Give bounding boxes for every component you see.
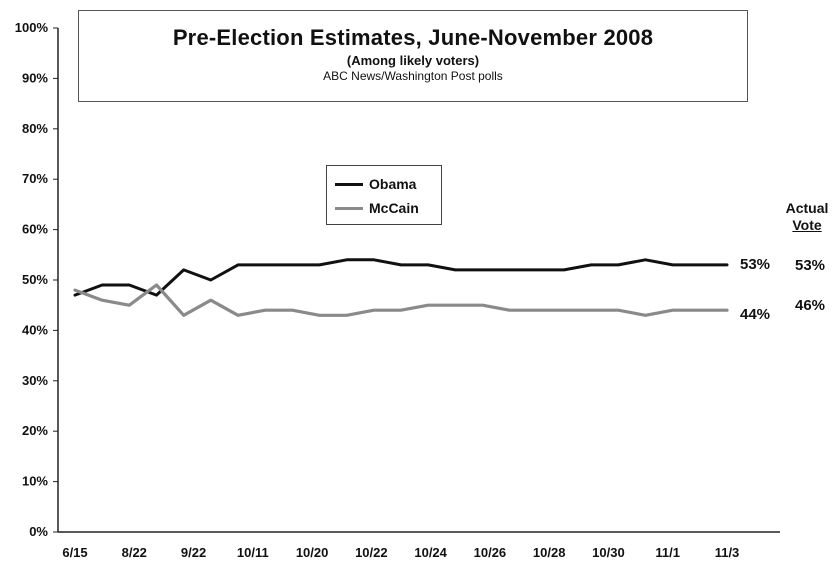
actual-vote-heading-line1: Actual: [785, 200, 829, 216]
data-point-obama: [73, 293, 77, 297]
data-point-mccain: [372, 309, 376, 312]
data-point-obama: [644, 258, 647, 262]
x-tick-label: 10/26: [474, 545, 507, 560]
data-point-obama: [263, 263, 267, 267]
x-tick-label: 11/3: [715, 545, 740, 560]
data-point-obama: [617, 263, 620, 267]
data-point-mccain: [698, 309, 702, 312]
data-point-obama: [454, 268, 457, 272]
data-point-obama: [372, 258, 376, 262]
actual-vote-heading: Actual Vote: [772, 200, 840, 234]
actual-vote-mccain: 46%: [795, 297, 826, 314]
x-tick-label: 10/24: [414, 545, 447, 560]
data-point-mccain: [236, 314, 240, 317]
x-tick-label: 8/22: [122, 545, 147, 560]
data-point-mccain: [426, 304, 430, 307]
data-point-mccain: [263, 309, 267, 312]
legend-label-mccain: McCain: [369, 200, 419, 216]
legend-item-obama: Obama: [335, 172, 433, 196]
data-point-obama: [345, 258, 348, 262]
data-point-mccain: [481, 304, 484, 307]
data-point-obama: [155, 293, 158, 297]
data-point-mccain: [100, 298, 104, 302]
data-point-mccain: [725, 309, 729, 312]
data-point-mccain: [508, 309, 511, 312]
chart-title: Pre-Election Estimates, June-November 20…: [172, 25, 654, 50]
legend-item-mccain: McCain: [335, 196, 433, 220]
chart-source: ABC News/Washington Post polls: [323, 69, 503, 83]
data-point-mccain: [399, 309, 403, 312]
x-tick-label: 9/22: [181, 545, 206, 560]
x-tick-label: 10/30: [592, 545, 625, 560]
data-point-obama: [589, 263, 593, 267]
data-point-obama: [481, 268, 484, 272]
y-tick-label: 40%: [22, 322, 48, 337]
data-point-obama: [426, 263, 430, 267]
data-point-obama: [671, 263, 674, 267]
data-point-obama: [698, 263, 702, 267]
data-point-obama: [318, 263, 321, 267]
data-point-obama: [291, 263, 294, 267]
data-point-obama: [182, 268, 185, 272]
data-point-mccain: [155, 283, 158, 287]
data-point-mccain: [128, 304, 131, 307]
chart-subtitle: (Among likely voters): [346, 53, 480, 68]
data-point-mccain: [454, 304, 457, 307]
x-tick-label: 11/1: [655, 545, 680, 560]
y-tick-label: 30%: [22, 373, 48, 388]
data-point-mccain: [73, 288, 77, 292]
title-box: Pre-Election Estimates, June-November 20…: [78, 10, 748, 102]
data-point-mccain: [671, 309, 674, 312]
data-point-obama: [236, 263, 240, 267]
y-tick-label: 0%: [29, 524, 48, 539]
x-tick-label: 10/22: [355, 545, 388, 560]
actual-vote-obama: 53%: [795, 257, 826, 274]
data-point-mccain: [562, 309, 566, 312]
y-tick-label: 70%: [22, 171, 48, 186]
data-point-mccain: [644, 314, 647, 317]
data-point-mccain: [182, 314, 185, 317]
legend-swatch-mccain: [335, 206, 363, 210]
data-point-mccain: [535, 309, 539, 312]
data-point-mccain: [318, 314, 321, 317]
data-point-mccain: [291, 309, 294, 312]
legend-label-obama: Obama: [369, 176, 417, 192]
tick-labels: 0% 10% 20% 30% 40% 50% 60% 70% 80% 90% 100% 6/15 8/2…: [15, 20, 740, 560]
y-tick-label: 50%: [22, 272, 48, 287]
end-label-mccain: 44%: [740, 306, 770, 323]
data-point-mccain: [617, 309, 620, 312]
y-tick-label: 100%: [15, 20, 49, 35]
data-point-obama: [399, 263, 403, 267]
data-point-obama: [209, 278, 213, 282]
data-point-obama: [508, 268, 511, 272]
actual-vote-heading-line2: Vote: [792, 217, 822, 233]
x-tick-label: 10/11: [237, 545, 269, 560]
y-tick-label: 90%: [22, 70, 48, 85]
end-labels: 53% 44%: [740, 256, 770, 323]
data-point-obama: [535, 268, 539, 272]
x-tick-label: 10/20: [296, 545, 329, 560]
legend-swatch-obama: [335, 182, 363, 186]
data-point-obama: [562, 268, 566, 272]
y-tick-label: 10%: [22, 474, 48, 489]
data-point-obama: [128, 283, 131, 287]
data-point-mccain: [589, 309, 593, 312]
x-tick-label: 10/28: [533, 545, 566, 560]
data-point-mccain: [209, 298, 213, 302]
data-point-obama: [725, 263, 729, 267]
axes: [53, 27, 780, 533]
data-point-obama: [100, 283, 104, 287]
legend: Obama McCain: [326, 165, 442, 225]
y-tick-label: 20%: [22, 423, 48, 438]
y-tick-label: 60%: [22, 222, 48, 237]
data-point-mccain: [345, 314, 348, 317]
y-tick-label: 80%: [22, 121, 48, 136]
x-tick-label: 6/15: [62, 545, 87, 560]
end-label-obama: 53%: [740, 256, 770, 273]
series-lines: [73, 258, 729, 317]
